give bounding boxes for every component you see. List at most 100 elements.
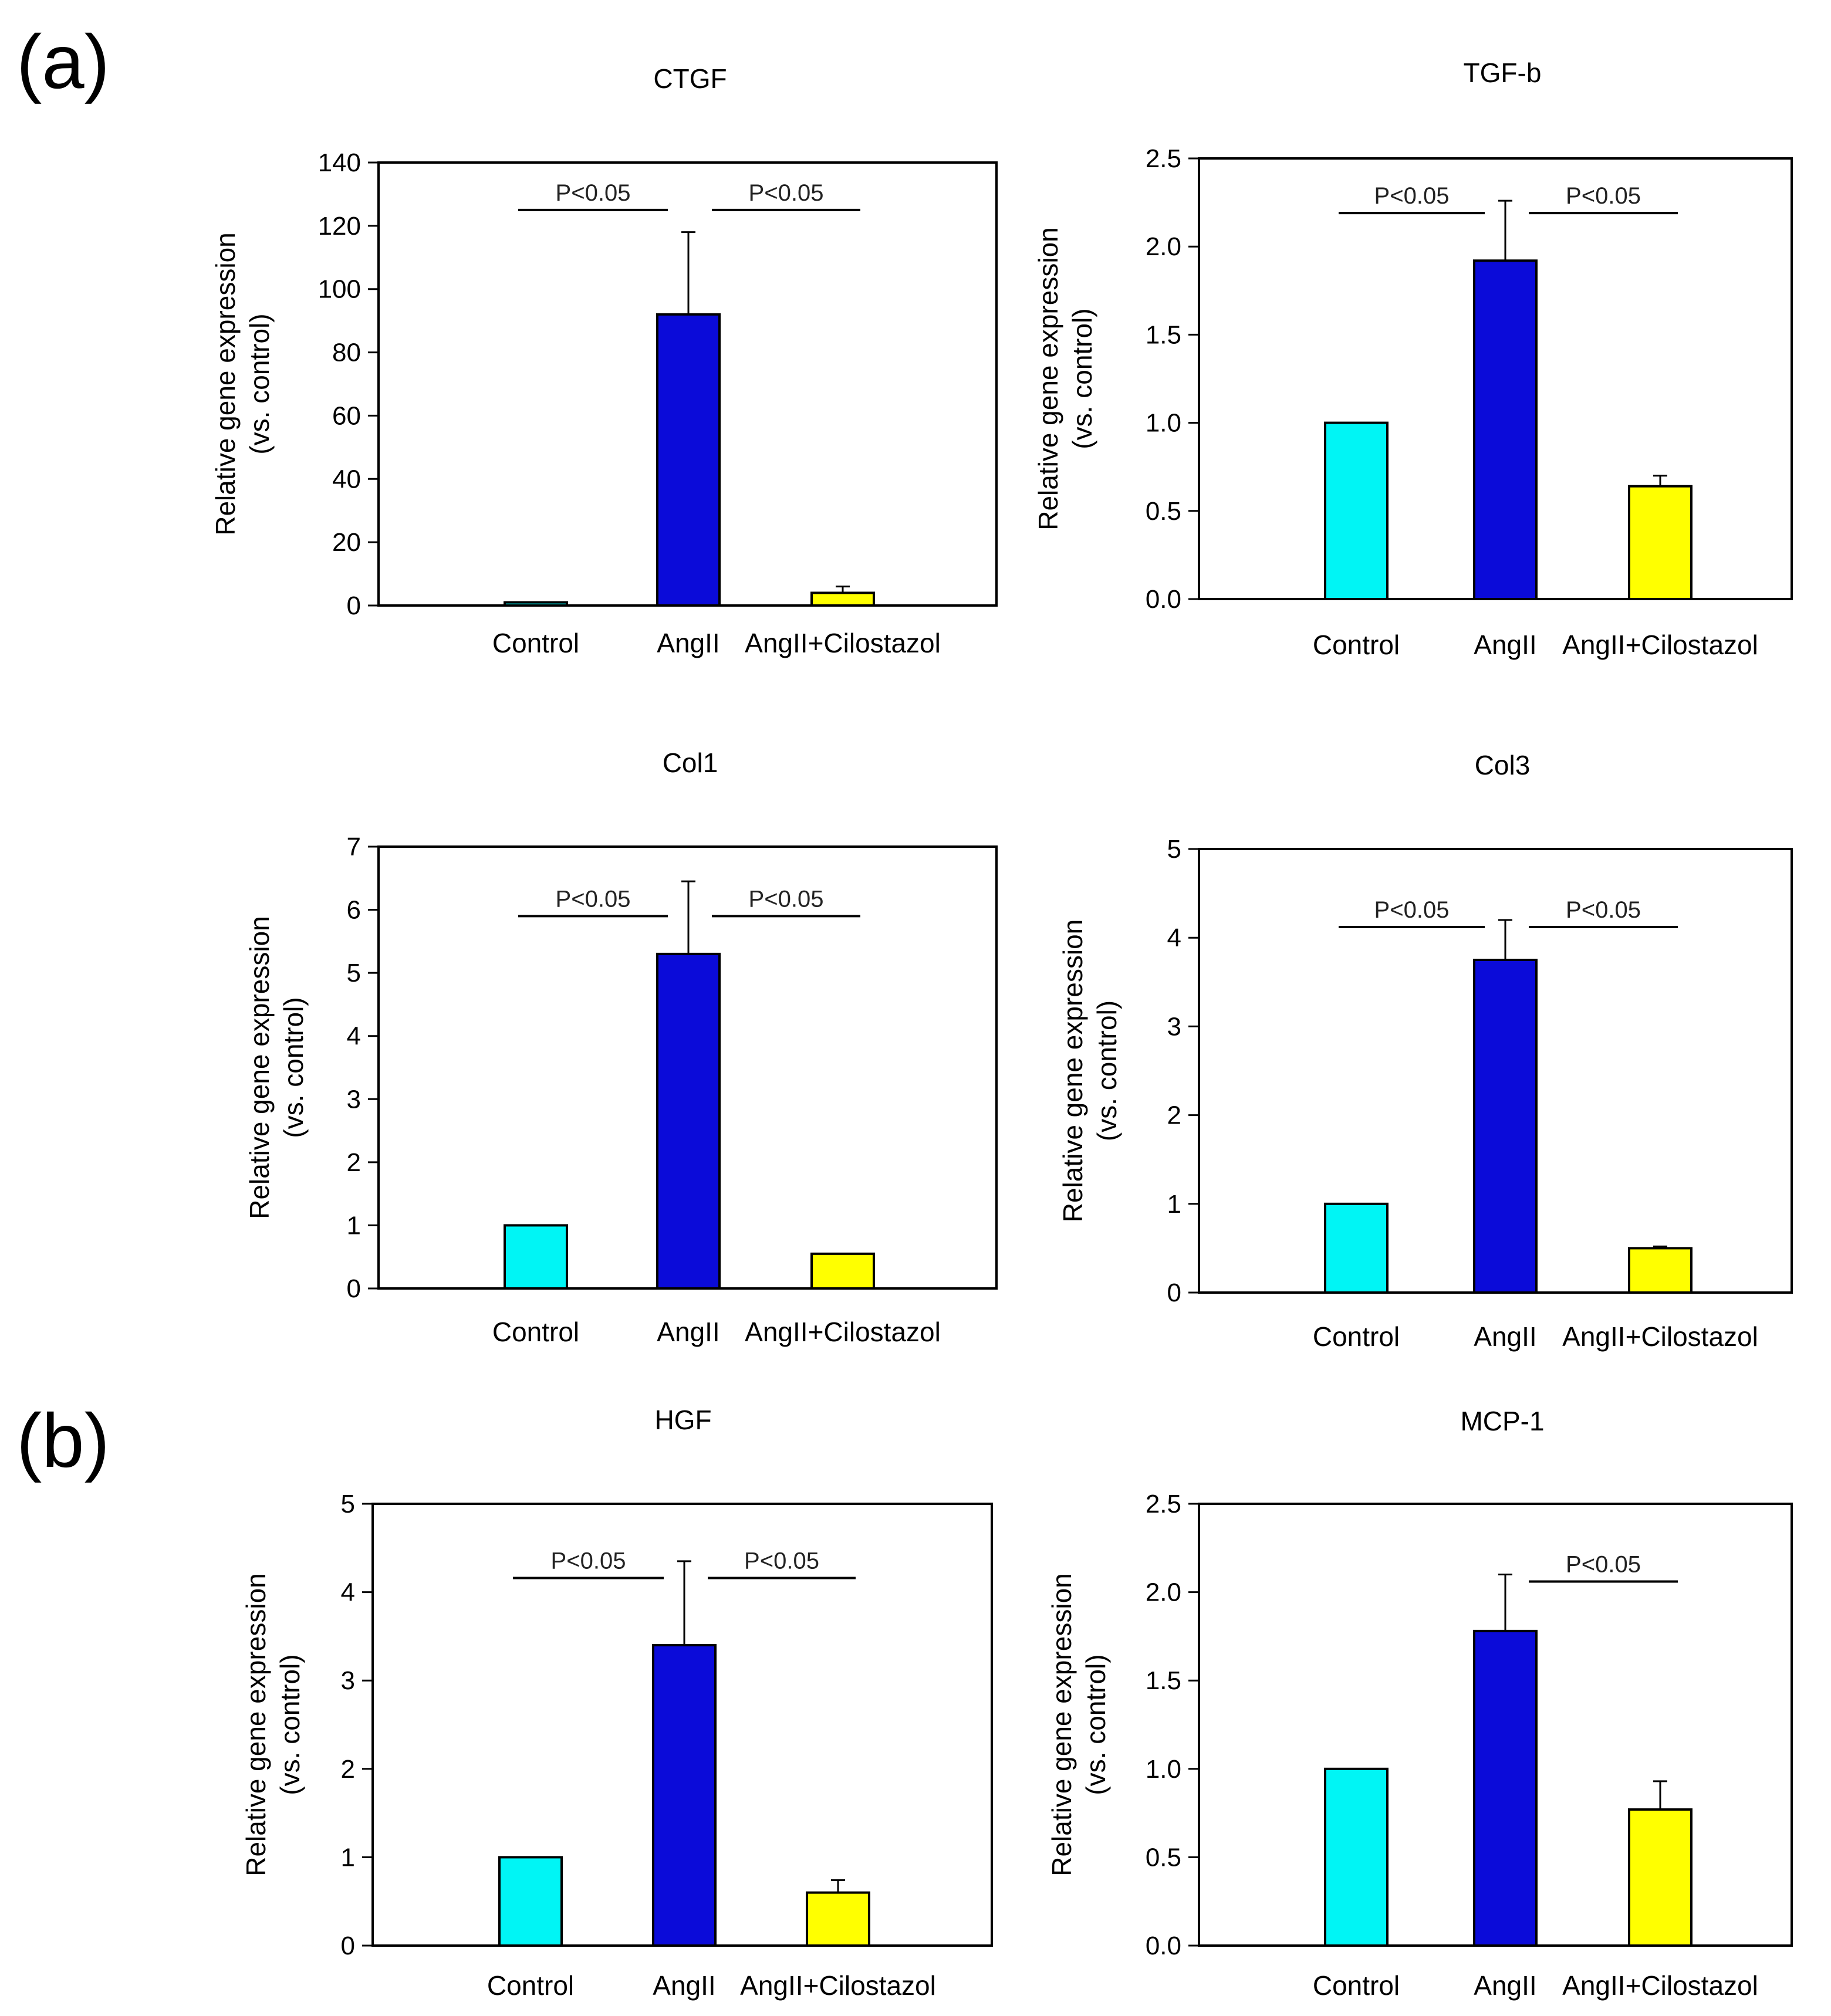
- y-axis-label: Relative gene expression: [244, 916, 275, 1219]
- bar-angii-cilostazol: [1628, 1247, 1693, 1294]
- y-tick-label: 4: [1167, 924, 1181, 952]
- y-tick-label: 2: [1167, 1101, 1181, 1130]
- significance-label: P<0.05: [556, 886, 631, 912]
- y-tick-label: 40: [332, 465, 361, 493]
- y-axis-label-unit: (vs. control): [244, 313, 275, 454]
- y-tick-label: 20: [332, 528, 361, 557]
- significance-label: P<0.05: [1566, 183, 1641, 209]
- y-axis-label-unit: (vs. control): [275, 1654, 305, 1795]
- y-tick-label: 2.5: [1146, 144, 1181, 173]
- chart-title: TGF-b: [1464, 57, 1542, 88]
- x-category-label: Control: [492, 628, 579, 658]
- chart-title: Col3: [1475, 750, 1531, 780]
- y-tick-label: 100: [318, 275, 361, 304]
- y-tick-label: 0: [341, 1932, 355, 1960]
- x-category-label: AngII+Cilostazol: [1562, 1321, 1758, 1352]
- y-axis-label: Relative gene expression: [210, 232, 241, 536]
- x-category-label: AngII: [1474, 1321, 1536, 1352]
- bar-control: [504, 1224, 568, 1290]
- x-category-label: Control: [1313, 630, 1400, 660]
- x-category-label: AngII: [657, 1317, 719, 1347]
- chart-title: HGF: [654, 1405, 711, 1435]
- y-tick-label: 3: [341, 1666, 355, 1695]
- y-axis-label: Relative gene expression: [241, 1573, 271, 1876]
- significance-label: P<0.05: [744, 1548, 819, 1574]
- plot-frame: [371, 1503, 993, 1947]
- x-category-label: AngII+Cilostazol: [1562, 630, 1758, 660]
- plot-frame: [1198, 848, 1793, 1294]
- chart-ctgf: CTGF 0 20 40 60 80 100 120 140 Relative gene expr…: [210, 63, 998, 658]
- plot-frame: [377, 161, 998, 607]
- bar-angii-cilostazol: [810, 591, 875, 607]
- y-tick-label: 2: [341, 1755, 355, 1784]
- panel-label-b: (b): [16, 1398, 110, 1483]
- y-tick-label: 2.5: [1146, 1490, 1181, 1518]
- bar-angii-cilostazol: [806, 1891, 870, 1947]
- y-tick-label: 0.5: [1146, 1843, 1181, 1872]
- x-category-label: AngII: [653, 1970, 715, 2001]
- bar-control: [1324, 1202, 1389, 1294]
- y-tick-label: 0.0: [1146, 1932, 1181, 1960]
- chart-hgf: HGF 0 1 2 3 4 5 Relative gene expression (vs. co…: [241, 1405, 993, 2001]
- y-tick-label: 1: [1167, 1190, 1181, 1219]
- plot-frame: [377, 845, 998, 1290]
- y-tick-label: 2.0: [1146, 1578, 1181, 1607]
- x-category-label: AngII+Cilostazol: [1562, 1970, 1758, 2001]
- y-axis-label: Relative gene expression: [1058, 919, 1088, 1223]
- bar-control: [1324, 1767, 1389, 1947]
- bar-angii: [1473, 959, 1538, 1294]
- bar-angii: [656, 313, 721, 607]
- y-tick-label: 4: [341, 1578, 355, 1607]
- x-category-label: Control: [1313, 1321, 1400, 1352]
- plot-frame: [1198, 157, 1793, 600]
- y-tick-label: 3: [1167, 1012, 1181, 1041]
- chart-tgf-b: TGF-b 0.0 0.5 1.0 1.5 2.0 2.5 Relative gene exp…: [1033, 57, 1793, 660]
- bar-angii: [1473, 1629, 1538, 1947]
- chart-title: Col1: [663, 747, 718, 778]
- bar-angii: [656, 952, 721, 1290]
- x-category-label: Control: [492, 1317, 579, 1347]
- x-category-label: AngII: [1474, 1970, 1536, 2001]
- y-tick-label: 3: [347, 1085, 361, 1114]
- panel-label-a: (a): [16, 19, 110, 104]
- y-axis-label-unit: (vs. control): [1067, 308, 1097, 449]
- bar-control: [1324, 421, 1389, 600]
- x-category-label: Control: [1313, 1970, 1400, 2001]
- x-category-label: AngII+Cilostazol: [740, 1970, 936, 2001]
- y-tick-label: 4: [347, 1022, 361, 1051]
- x-category-label: AngII: [1474, 630, 1536, 660]
- x-category-label: AngII+Cilostazol: [745, 1317, 941, 1347]
- significance-label: P<0.05: [1374, 897, 1450, 923]
- bar-angii-cilostazol: [810, 1252, 875, 1290]
- y-tick-label: 2.0: [1146, 232, 1181, 261]
- y-tick-label: 0: [347, 1274, 361, 1303]
- y-tick-label: 1.5: [1146, 320, 1181, 349]
- y-tick-label: 80: [332, 339, 361, 367]
- y-axis-label-unit: (vs. control): [1092, 1000, 1122, 1141]
- significance-label: P<0.05: [749, 886, 824, 912]
- y-tick-label: 0: [1167, 1278, 1181, 1307]
- bar-control: [498, 1856, 563, 1947]
- x-category-label: AngII+Cilostazol: [745, 628, 941, 658]
- significance-label: P<0.05: [1374, 183, 1450, 209]
- bar-angii: [1473, 259, 1538, 600]
- y-tick-label: 0.5: [1146, 497, 1181, 526]
- y-tick-label: 0.0: [1146, 585, 1181, 614]
- chart-title: CTGF: [653, 63, 727, 94]
- significance-label: P<0.05: [551, 1548, 626, 1574]
- chart-col1: Col1 0 1 2 3 4 5 6 7 Relative gene expression (vs.…: [244, 747, 998, 1347]
- bar-angii-cilostazol: [1628, 485, 1693, 601]
- y-tick-label: 120: [318, 212, 361, 241]
- y-tick-label: 60: [332, 401, 361, 430]
- y-axis-label-unit: (vs. control): [278, 997, 309, 1138]
- significance-label: P<0.05: [749, 180, 824, 206]
- x-category-label: AngII: [657, 628, 719, 658]
- y-tick-label: 1: [347, 1211, 361, 1240]
- y-tick-label: 1.5: [1146, 1666, 1181, 1695]
- y-tick-label: 1.0: [1146, 1755, 1181, 1784]
- chart-mcp-1: MCP-1 0.0 0.5 1.0 1.5 2.0 2.5 Relative gene exp…: [1046, 1406, 1793, 2001]
- bar-angii: [652, 1643, 717, 1947]
- y-tick-label: 0: [347, 591, 361, 620]
- plot-frame: [1198, 1503, 1793, 1947]
